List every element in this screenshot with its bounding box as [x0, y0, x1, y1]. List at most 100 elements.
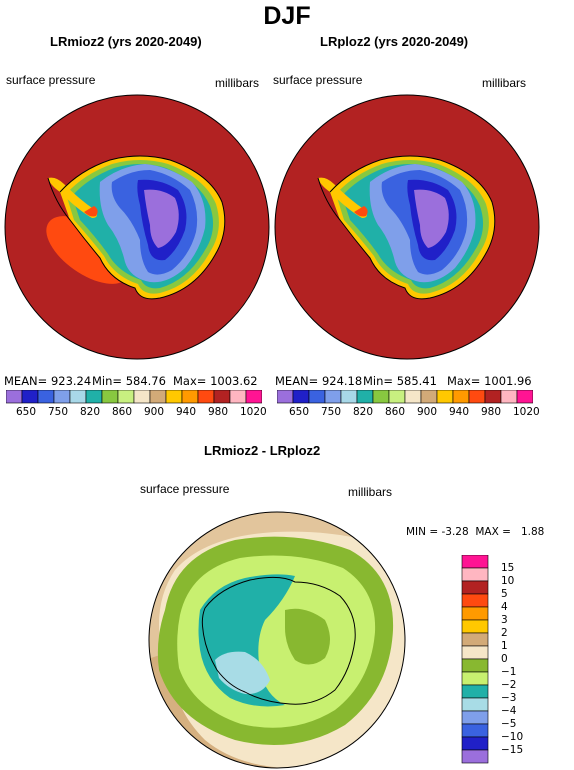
- colorbar-tick-label: 4: [501, 601, 508, 613]
- colorbar-tick-label: 750: [321, 406, 342, 418]
- colorbar-swatch: [308, 390, 326, 404]
- colorbar-tick-label: −1: [501, 666, 517, 678]
- colorbar-tick-label: 1: [501, 640, 508, 652]
- colorbar-swatch: [6, 390, 23, 404]
- diff-title: LRmioz2 - LRploz2: [204, 443, 321, 458]
- colorbar-tick-label: 0: [501, 653, 508, 665]
- colorbar-swatch: [356, 390, 374, 404]
- colorbar-tick-label: 10: [501, 575, 515, 587]
- colorbar-tick-label: 3: [501, 614, 508, 626]
- colorbar-swatch: [149, 390, 167, 404]
- colorbar-swatch: [229, 390, 247, 404]
- panel-right-min: Min= 585.41: [363, 374, 437, 388]
- colorbar-swatch: [117, 390, 135, 404]
- panel-right-max: Max= 1001.96: [447, 374, 532, 388]
- colorbar-tick-label: −5: [501, 718, 517, 730]
- colorbar-left-labels: 650 750 820 860 900 940 980 1020: [0, 406, 290, 422]
- colorbar-tick-label: 1020: [513, 406, 540, 418]
- colorbar-tick-label: 820: [353, 406, 374, 418]
- colorbar-tick-label: 2: [501, 627, 508, 639]
- colorbar-tick-label: 860: [385, 406, 406, 418]
- diff-max-label: MAX =: [475, 526, 511, 538]
- colorbar-swatch: [53, 390, 71, 404]
- colorbar-left: [6, 390, 262, 404]
- colorbar-tick-label: 750: [48, 406, 69, 418]
- colorbar-swatch: [516, 390, 533, 404]
- colorbar-tick-label: 900: [417, 406, 438, 418]
- colorbar-swatch: [461, 736, 489, 751]
- colorbar-diff: [461, 555, 489, 764]
- colorbar-swatch: [461, 723, 489, 738]
- colorbar-swatch: [197, 390, 215, 404]
- colorbar-swatch: [340, 390, 358, 404]
- colorbar-swatch: [372, 390, 390, 404]
- colorbar-tick-label: 5: [501, 588, 508, 600]
- colorbar-swatch: [461, 710, 489, 725]
- colorbar-swatch: [461, 671, 489, 686]
- colorbar-swatch: [21, 390, 39, 404]
- colorbar-tick-label: −2: [501, 679, 517, 691]
- panel-left-max: Max= 1003.62: [173, 374, 258, 388]
- colorbar-tick-label: −4: [501, 705, 517, 717]
- colorbar-swatch: [213, 390, 231, 404]
- colorbar-tick-label: 980: [481, 406, 502, 418]
- colorbar-swatch: [388, 390, 406, 404]
- colorbar-swatch: [420, 390, 438, 404]
- colorbar-swatch: [181, 390, 199, 404]
- colorbar-swatch: [461, 567, 489, 582]
- colorbar-tick-label: −3: [501, 692, 517, 704]
- colorbar-swatch: [245, 390, 262, 404]
- diff-max-value: 1.88: [520, 526, 545, 538]
- colorbar-diff-labels: 15 10 5 4 3 2 1 0 −1 −2 −3 −4 −5 −10 −15: [495, 555, 555, 765]
- colorbar-swatch: [85, 390, 103, 404]
- colorbar-tick-label: 820: [80, 406, 101, 418]
- colorbar-swatch: [133, 390, 151, 404]
- colorbar-swatch: [461, 645, 489, 660]
- colorbar-swatch: [461, 580, 489, 595]
- colorbar-swatch: [461, 619, 489, 634]
- panel-left-title: LRmioz2 (yrs 2020-2049): [50, 34, 202, 49]
- colorbar-right-labels: 650 750 820 860 900 940 980 1020: [271, 406, 561, 422]
- colorbar-swatch: [277, 390, 294, 404]
- colorbar-swatch: [461, 555, 489, 569]
- colorbar-tick-label: 1020: [240, 406, 267, 418]
- colorbar-swatch: [461, 749, 489, 764]
- colorbar-tick-label: 900: [144, 406, 165, 418]
- colorbar-tick-label: 940: [449, 406, 470, 418]
- panel-left-units: millibars: [215, 76, 260, 90]
- colorbar-swatch: [461, 684, 489, 699]
- colorbar-swatch: [324, 390, 342, 404]
- colorbar-tick-label: 980: [208, 406, 229, 418]
- diff-variable: surface pressure: [140, 482, 230, 496]
- colorbar-swatch: [461, 593, 489, 608]
- map-right: [274, 94, 540, 360]
- colorbar-tick-label: 650: [16, 406, 37, 418]
- colorbar-tick-label: 15: [501, 562, 515, 574]
- map-diff: [148, 511, 406, 769]
- colorbar-swatch: [461, 697, 489, 712]
- diff-min-value: -3.28: [441, 526, 469, 538]
- diff-min-label: MIN =: [406, 526, 439, 538]
- colorbar-swatch: [452, 390, 470, 404]
- colorbar-swatch: [468, 390, 486, 404]
- colorbar-tick-label: 650: [289, 406, 310, 418]
- colorbar-swatch: [37, 390, 55, 404]
- colorbar-right: [277, 390, 533, 404]
- diff-min-max: MIN = -3.28 MAX = 1.88: [406, 526, 544, 538]
- colorbar-swatch: [436, 390, 454, 404]
- colorbar-swatch: [500, 390, 518, 404]
- colorbar-swatch: [484, 390, 502, 404]
- panel-right-title: LRploz2 (yrs 2020-2049): [320, 34, 469, 49]
- panel-left-variable: surface pressure: [6, 73, 96, 87]
- main-title: DJF: [263, 2, 311, 30]
- colorbar-swatch: [292, 390, 310, 404]
- colorbar-swatch: [461, 632, 489, 647]
- panel-left-mean: MEAN= 923.24: [4, 374, 92, 388]
- panel-right-units: millibars: [482, 76, 527, 90]
- colorbar-tick-label: 940: [176, 406, 197, 418]
- panel-right-mean: MEAN= 924.18: [275, 374, 363, 388]
- colorbar-tick-label: −15: [501, 744, 524, 756]
- diff-units: millibars: [348, 485, 393, 499]
- panel-left-min: Min= 584.76: [92, 374, 166, 388]
- colorbar-swatch: [461, 606, 489, 621]
